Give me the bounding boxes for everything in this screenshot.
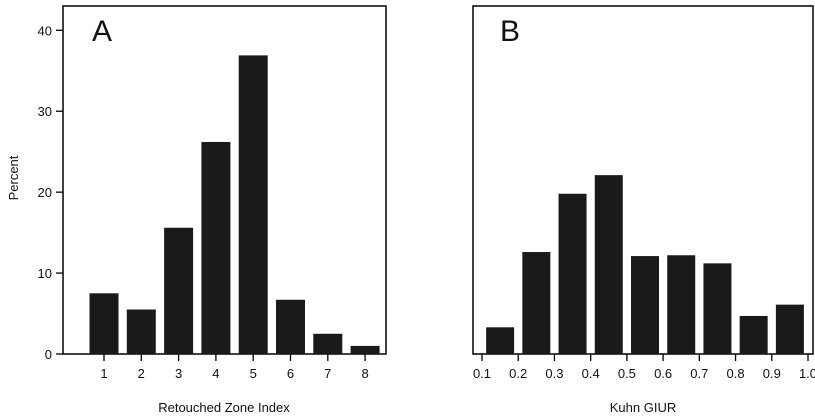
panel-b-bar-0.65 [667, 255, 696, 354]
panel-b-bar-0.15 [486, 327, 515, 354]
panel-a-y-tick-label: 20 [38, 185, 52, 200]
panel-b-x-tick-label: 0.4 [582, 366, 600, 381]
panel-a-y-tick-label: 0 [45, 347, 52, 362]
panel-a-y-tick-label: 10 [38, 266, 52, 281]
panel-a-y-tick-label: 30 [38, 104, 52, 119]
panel-b: B 0.1 0.2 0.3 0.4 0.5 0.6 0.7 0.8 0.9 1.0 Kuhn GI… [472, 5, 815, 415]
panel-a-x-tick-label: 4 [212, 366, 219, 381]
panel-a: A 1 2 3 4 5 6 7 8 0 10 20 30 40 Retouched Zone Index [38, 5, 387, 415]
panel-b-x-tick-label: 0.9 [763, 366, 781, 381]
panel-b-x-axis-title: Kuhn GIUR [610, 400, 676, 415]
panel-b-bars [486, 175, 804, 354]
panel-b-bar-0.25 [522, 252, 551, 354]
panel-a-bar-5 [238, 55, 268, 355]
panel-b-x-tick-label: 0.3 [545, 366, 563, 381]
panel-a-bar-8 [350, 345, 380, 354]
panel-b-bar-0.75 [703, 263, 732, 354]
panel-a-x-tick-label: 6 [287, 366, 294, 381]
panel-a-bar-7 [313, 333, 343, 354]
panel-b-letter: B [500, 15, 520, 48]
panel-a-x-tick-label: 5 [250, 366, 257, 381]
panel-b-x-tick-label: 0.1 [473, 366, 491, 381]
panel-a-x-tick-label: 3 [175, 366, 182, 381]
panel-b-x-tick-label: 0.8 [727, 366, 745, 381]
panel-b-x-tick-label: 0.2 [509, 366, 527, 381]
panel-a-bar-1 [89, 293, 119, 354]
panel-b-x-tick-label: 0.5 [618, 366, 636, 381]
panel-a-x-axis-title: Retouched Zone Index [158, 400, 290, 415]
panel-b-ticks: 0.1 0.2 0.3 0.4 0.5 0.6 0.7 0.8 0.9 1.0 [473, 354, 815, 381]
panel-a-bar-6 [276, 299, 305, 354]
panel-a-bar-2 [126, 309, 156, 354]
y-axis-title: Percent [6, 155, 21, 200]
panel-a-x-tick-label: 7 [324, 366, 331, 381]
panel-a-x-tick-label: 2 [138, 366, 145, 381]
panel-b-x-tick-label: 0.6 [654, 366, 672, 381]
panel-a-bars [89, 55, 380, 355]
panel-a-y-tick-label: 40 [38, 23, 52, 38]
panel-a-x-tick-label: 1 [100, 366, 107, 381]
panel-a-letter: A [92, 15, 112, 48]
panel-b-x-tick-label: 0.7 [690, 366, 708, 381]
panel-b-bar-0.55 [631, 256, 659, 354]
panel-a-bar-4 [201, 141, 231, 354]
panel-b-bar-0.35 [558, 193, 587, 354]
panel-b-x-tick-label: 1.0 [799, 366, 815, 381]
panel-a-ticks: 1 2 3 4 5 6 7 8 0 10 20 30 40 [38, 23, 369, 381]
panel-b-bar-0.95 [775, 304, 804, 354]
panel-b-bar-0.45 [594, 175, 623, 354]
panel-a-bar-3 [164, 227, 194, 354]
panel-b-bar-0.85 [739, 315, 768, 354]
panel-a-x-tick-label: 8 [361, 366, 368, 381]
